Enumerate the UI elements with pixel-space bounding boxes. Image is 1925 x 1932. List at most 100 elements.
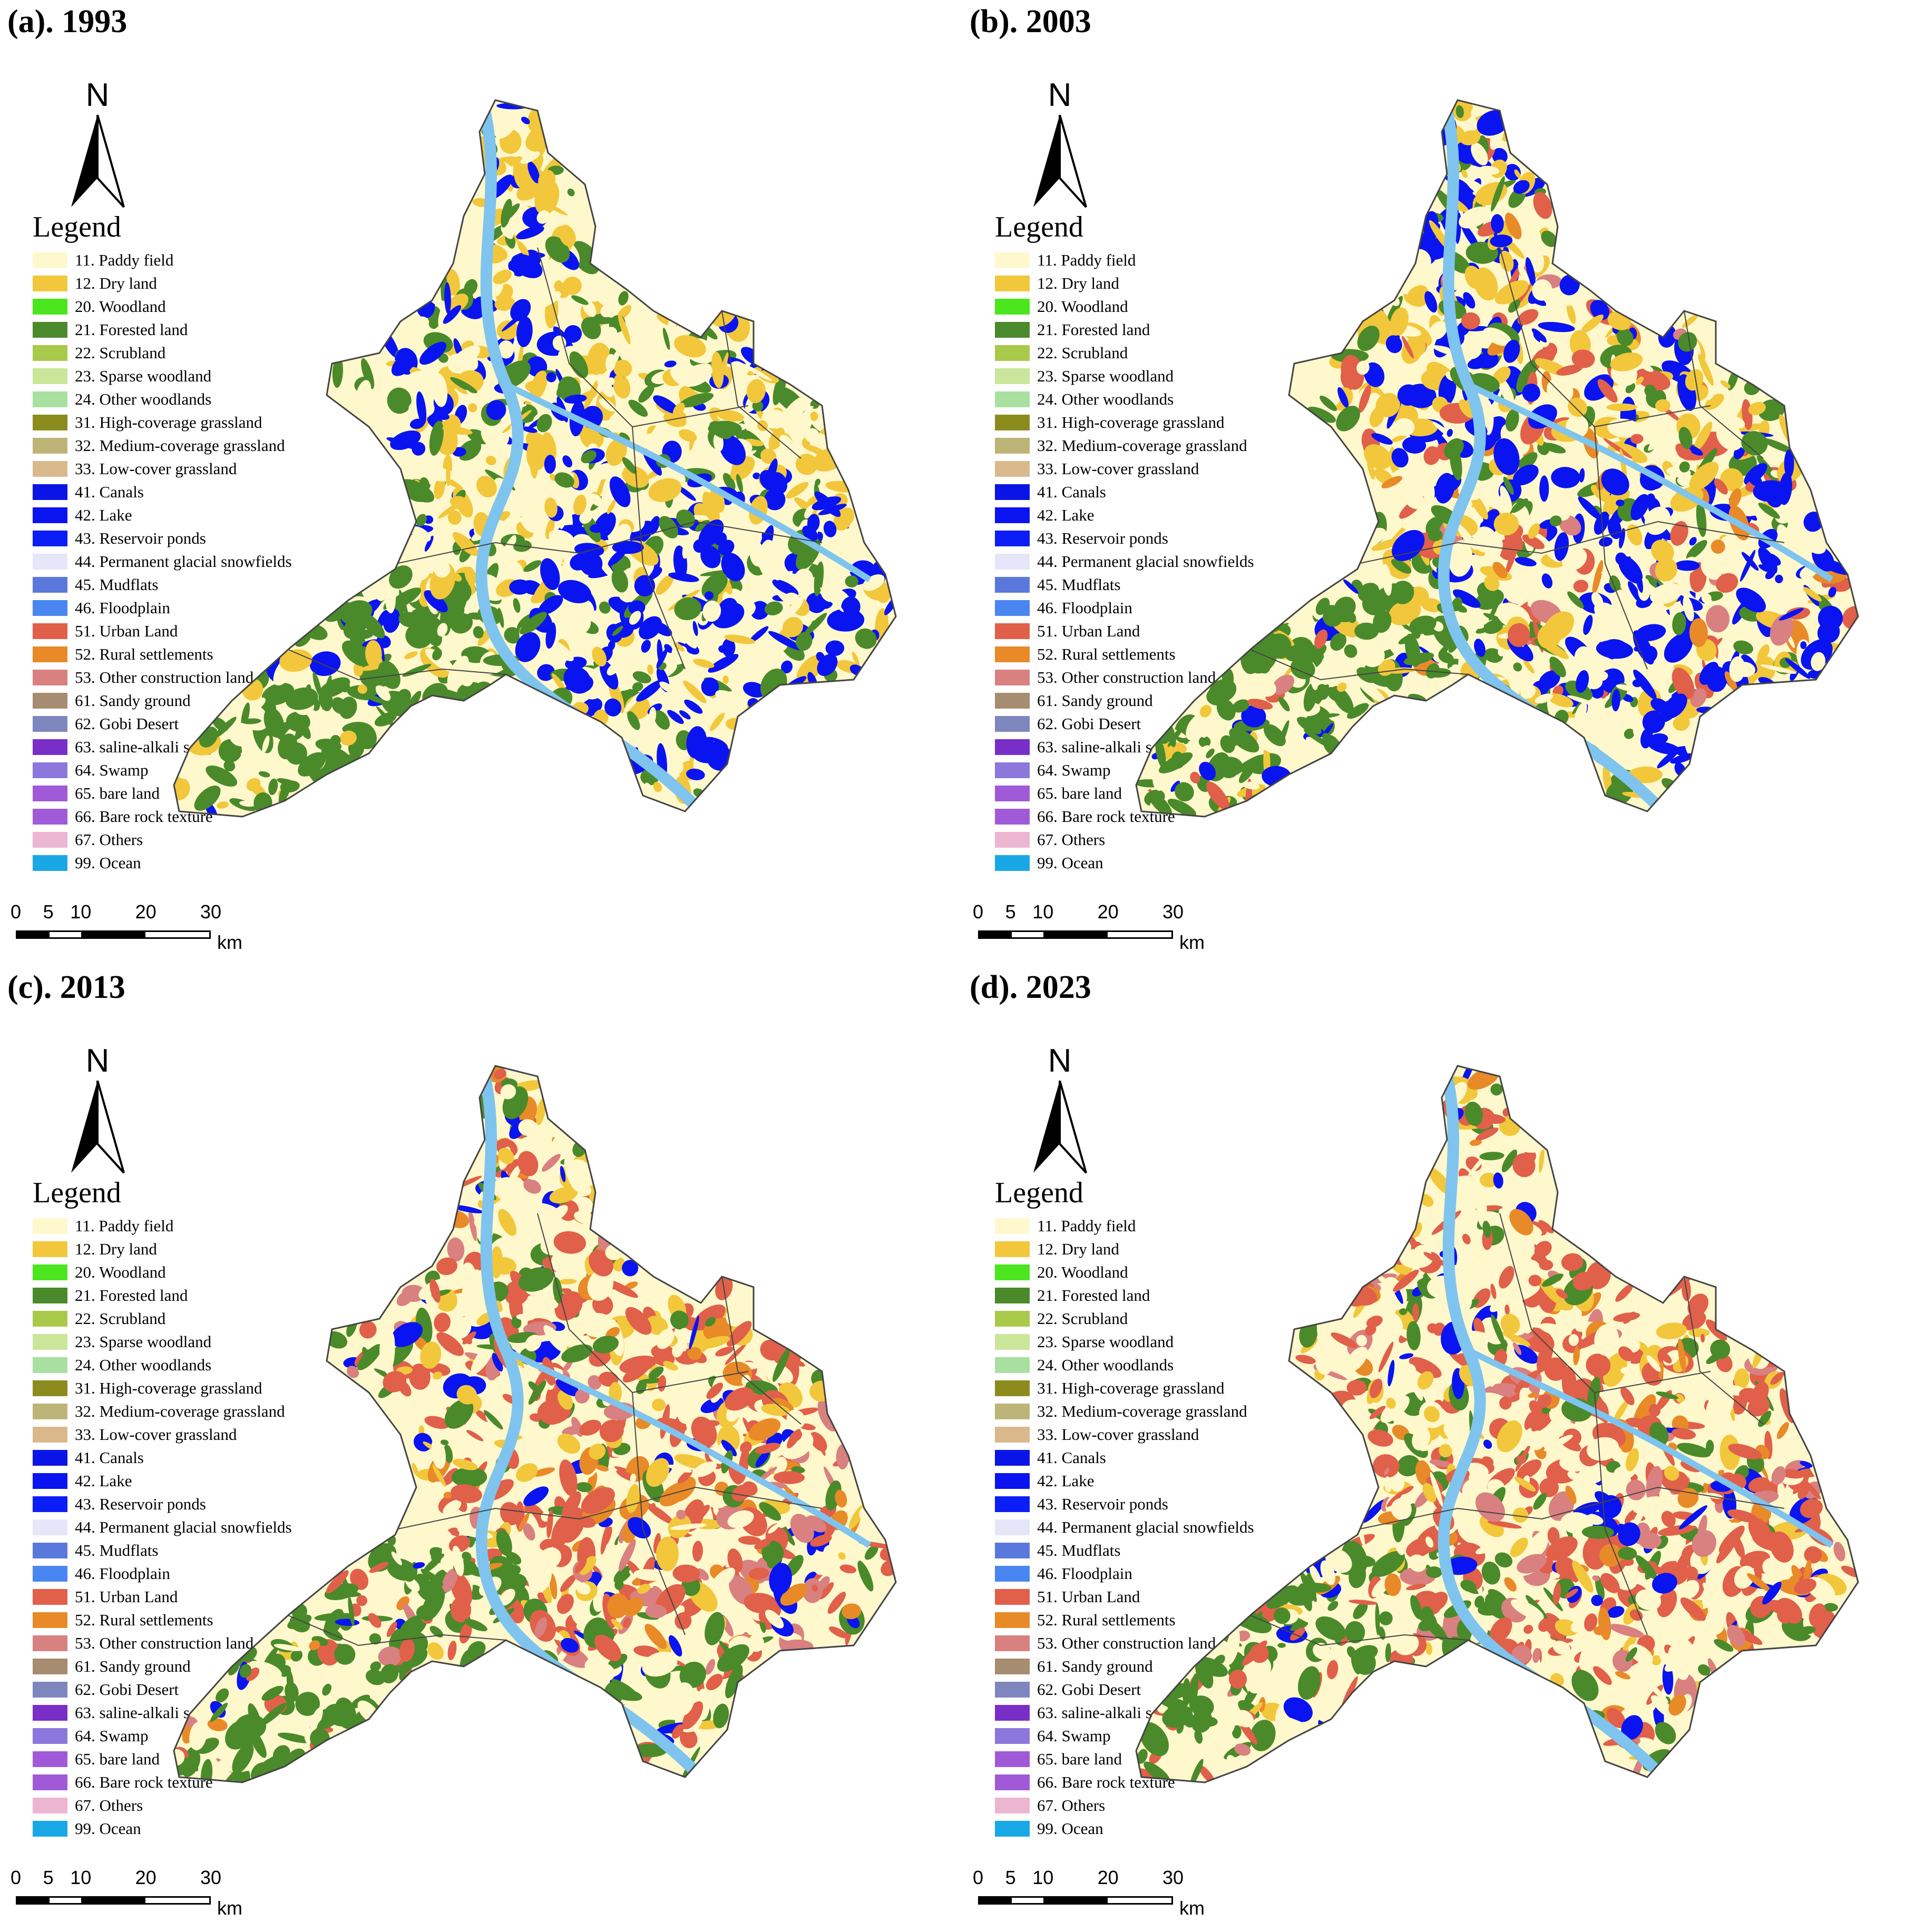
legend-swatch <box>33 809 67 825</box>
legend-swatch <box>33 670 67 685</box>
legend-swatch <box>995 1450 1030 1466</box>
legend-label: 51. Urban Land <box>1037 1587 1140 1606</box>
legend-item: 51. Urban Land <box>995 1585 1332 1609</box>
legend-label: 63. saline-alkali soil <box>1037 738 1169 756</box>
legend-label: 62. Gobi Desert <box>75 1680 179 1699</box>
legend-swatch <box>33 415 67 430</box>
legend-item: 23. Sparse woodland <box>995 365 1332 388</box>
legend-swatch <box>33 739 67 755</box>
legend-label: 63. saline-alkali soil <box>75 738 207 756</box>
scale-bar-graphic <box>16 930 211 939</box>
legend-label: 51. Urban Land <box>75 622 178 640</box>
legend-item: 64. Swamp <box>995 1724 1332 1748</box>
legend-item: 63. saline-alkali soil <box>33 735 370 759</box>
legend-item: 42. Lake <box>995 1469 1332 1493</box>
legend-label: 64. Swamp <box>75 761 149 779</box>
legend-swatch <box>33 1728 67 1744</box>
legend-item: 62. Gobi Desert <box>995 712 1332 735</box>
scale-tick-label: 0 <box>972 1867 984 1888</box>
legend-label: 32. Medium-coverage grassland <box>75 1402 285 1420</box>
legend-swatch <box>995 1473 1030 1489</box>
legend-item: 21. Forested land <box>33 1284 370 1307</box>
scale-unit: km <box>217 931 242 953</box>
legend-swatch <box>33 1404 67 1419</box>
legend-label: 99. Ocean <box>75 854 141 872</box>
legend-item: 51. Urban Land <box>33 620 370 643</box>
legend-label: 61. Sandy ground <box>75 691 191 710</box>
legend-swatch <box>33 1659 67 1674</box>
legend-swatch <box>995 832 1030 848</box>
legend-label: 24. Other woodlands <box>75 1356 212 1374</box>
legend-swatch <box>33 299 67 315</box>
land-use-map <box>173 99 897 818</box>
legend-label: 41. Canals <box>1037 1448 1106 1467</box>
legend-swatch <box>33 1288 67 1303</box>
legend-label: 42. Lake <box>1037 506 1095 524</box>
legend-item: 41. Canals <box>33 1446 370 1469</box>
legend-swatch <box>995 1566 1030 1582</box>
legend-item: 45. Mudflats <box>995 1539 1332 1562</box>
legend-item: 31. High-coverage grassland <box>33 1377 370 1400</box>
legend-label: 61. Sandy ground <box>1037 691 1153 710</box>
legend-item: 21. Forested land <box>995 318 1332 341</box>
legend-swatch <box>995 1311 1030 1327</box>
legend-swatch <box>33 1334 67 1350</box>
legend-swatch <box>33 1218 67 1234</box>
legend-item: 12. Dry land <box>995 1238 1332 1261</box>
scale-tick-label: 10 <box>1032 901 1054 923</box>
legend-swatch <box>33 554 67 570</box>
legend-label: 22. Scrubland <box>75 344 166 362</box>
legend-label: 33. Low-cover grassland <box>1037 1425 1199 1444</box>
scale-unit: km <box>1179 1897 1205 1919</box>
scale-tick-label: 10 <box>1032 1867 1054 1888</box>
scale-tick-label: 5 <box>43 901 54 923</box>
legend-item: 22. Scrubland <box>33 1307 370 1330</box>
legend-label: 67. Others <box>75 830 143 849</box>
legend-label: 46. Floodplain <box>75 599 170 617</box>
map-panel-a: (a). 1993 N Legend 11. Paddy field 12. Dry l… <box>0 0 962 966</box>
legend-item: 62. Gobi Desert <box>33 1678 370 1701</box>
legend-item: 22. Scrubland <box>995 1307 1332 1330</box>
scale-tick-label: 5 <box>1005 1867 1016 1888</box>
legend-swatch <box>995 1241 1030 1257</box>
legend-item: 64. Swamp <box>995 759 1332 782</box>
legend-item: 24. Other woodlands <box>995 1354 1332 1377</box>
legend-item: 62. Gobi Desert <box>995 1678 1332 1701</box>
map-panel-b: (b). 2003 N Legend 11. Paddy field 12. Dry l… <box>962 0 1924 966</box>
panel-title: (a). 1993 <box>7 4 128 40</box>
legend-swatch <box>995 299 1030 315</box>
north-arrow-icon: N <box>1031 79 1089 211</box>
legend-swatch <box>995 415 1030 430</box>
legend-item: 53. Other construction land <box>995 1632 1332 1655</box>
north-label: N <box>85 77 110 113</box>
scale-unit: km <box>1179 931 1205 953</box>
legend-swatch <box>33 1543 67 1558</box>
legend-swatch <box>33 1264 67 1280</box>
legend-swatch <box>33 623 67 639</box>
scale-tick-label: 10 <box>70 1867 92 1888</box>
scale-bar: 0 5 10 20 30 km <box>973 1867 1220 1925</box>
legend-item: 21. Forested land <box>995 1284 1332 1307</box>
north-label: N <box>1048 1043 1072 1079</box>
legend-label: 67. Others <box>1037 830 1106 849</box>
legend-swatch <box>33 461 67 477</box>
legend: Legend 11. Paddy field 12. Dry land 20. Woo… <box>33 1176 370 1840</box>
scale-bar-graphic <box>978 930 1173 939</box>
legend-label: 11. Paddy field <box>1037 1217 1136 1235</box>
legend-item: 46. Floodplain <box>33 1562 370 1585</box>
legend-label: 43. Reservoir ponds <box>1037 1495 1168 1513</box>
legend-item: 12. Dry land <box>33 272 370 295</box>
north-arrow-icon: N <box>69 1045 126 1176</box>
legend-label: 45. Mudflats <box>75 575 159 594</box>
legend-label: 64. Swamp <box>1037 1727 1111 1745</box>
legend-swatch <box>33 1566 67 1582</box>
legend-item: 52. Rural settlements <box>995 1609 1332 1632</box>
legend-item: 41. Canals <box>995 1446 1332 1469</box>
legend-swatch <box>33 1427 67 1443</box>
legend-swatch <box>33 391 67 407</box>
legend-label: 53. Other construction land <box>75 668 254 687</box>
legend-item: 33. Low-cover grassland <box>33 1423 370 1446</box>
legend-label: 12. Dry land <box>1037 1240 1119 1258</box>
legend-label: 46. Floodplain <box>1037 1564 1132 1583</box>
legend-item: 32. Medium-coverage grassland <box>33 434 370 457</box>
